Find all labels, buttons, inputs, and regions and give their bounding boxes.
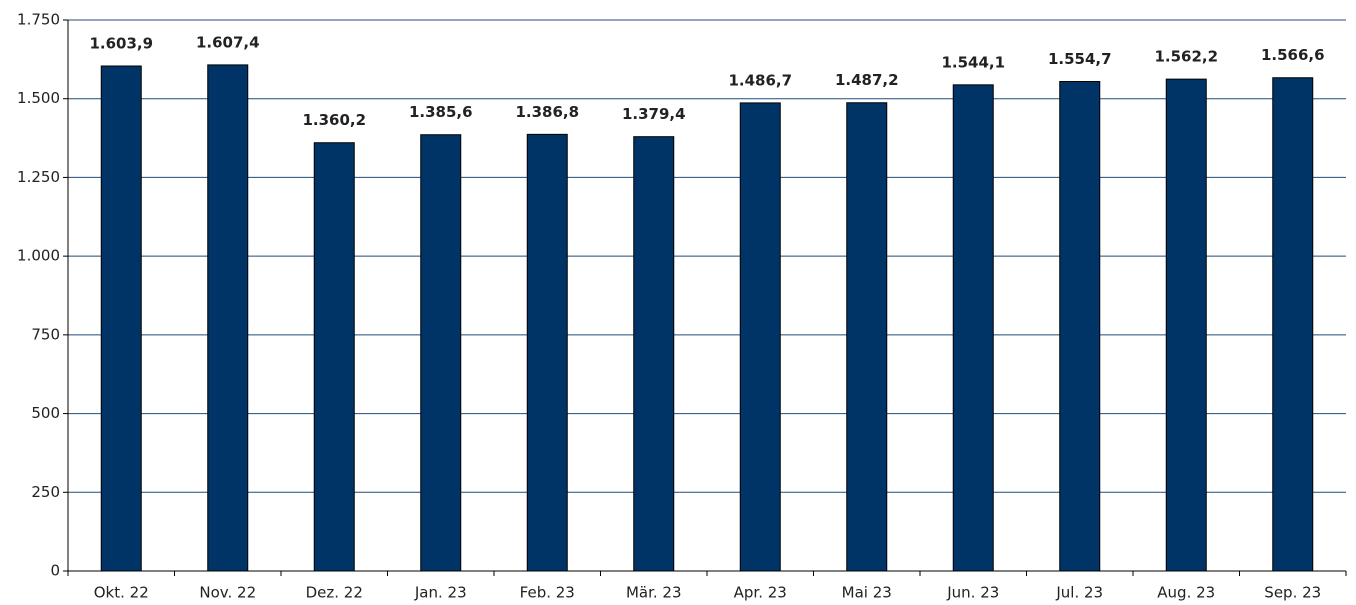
bar bbox=[420, 134, 462, 572]
x-tick-label: Jan. 23 bbox=[414, 584, 467, 602]
bar bbox=[1165, 78, 1207, 572]
bar bbox=[739, 102, 781, 572]
y-tick-label: 1.000 bbox=[17, 247, 60, 265]
x-tick-label: Nov. 22 bbox=[199, 584, 256, 602]
bar bbox=[952, 84, 994, 572]
value-label: 1.544,1 bbox=[941, 53, 1005, 71]
bar bbox=[207, 64, 249, 572]
x-tick-label: Jul. 23 bbox=[1055, 584, 1103, 602]
x-tick-label: Mär. 23 bbox=[626, 584, 682, 602]
y-tick-label: 0 bbox=[50, 562, 60, 580]
value-label: 1.386,8 bbox=[515, 103, 579, 121]
value-label: 1.385,6 bbox=[409, 103, 473, 121]
bar bbox=[100, 65, 142, 572]
bar bbox=[313, 142, 355, 572]
value-label: 1.607,4 bbox=[196, 33, 260, 51]
x-tick-label: Aug. 23 bbox=[1157, 584, 1215, 602]
x-tick-label: Feb. 23 bbox=[520, 584, 575, 602]
y-tick-label: 750 bbox=[31, 325, 60, 343]
x-tick-label: Sep. 23 bbox=[1264, 584, 1321, 602]
x-tick-label: Apr. 23 bbox=[734, 584, 787, 602]
x-tick-label: Mai 23 bbox=[842, 584, 892, 602]
y-tick-label: 1.250 bbox=[17, 168, 60, 186]
y-tick-label: 250 bbox=[31, 483, 60, 501]
y-tick-label: 1.750 bbox=[17, 11, 60, 29]
bar bbox=[633, 136, 675, 572]
bar bbox=[1059, 80, 1101, 572]
value-label: 1.554,7 bbox=[1048, 50, 1112, 68]
y-tick-label: 500 bbox=[31, 404, 60, 422]
x-tick-label: Jun. 23 bbox=[946, 584, 999, 602]
bar bbox=[1272, 77, 1314, 572]
value-label: 1.379,4 bbox=[622, 105, 686, 123]
bar bbox=[526, 133, 568, 572]
value-label: 1.487,2 bbox=[835, 71, 899, 89]
value-label: 1.562,2 bbox=[1154, 48, 1218, 66]
value-label: 1.360,2 bbox=[302, 111, 366, 129]
bar bbox=[846, 102, 888, 572]
value-label: 1.566,6 bbox=[1261, 46, 1325, 64]
value-label: 1.486,7 bbox=[728, 71, 792, 89]
y-tick-label: 1.500 bbox=[17, 89, 60, 107]
x-tick-label: Dez. 22 bbox=[306, 584, 363, 602]
x-tick-label: Okt. 22 bbox=[94, 584, 149, 602]
value-label: 1.603,9 bbox=[89, 35, 153, 53]
